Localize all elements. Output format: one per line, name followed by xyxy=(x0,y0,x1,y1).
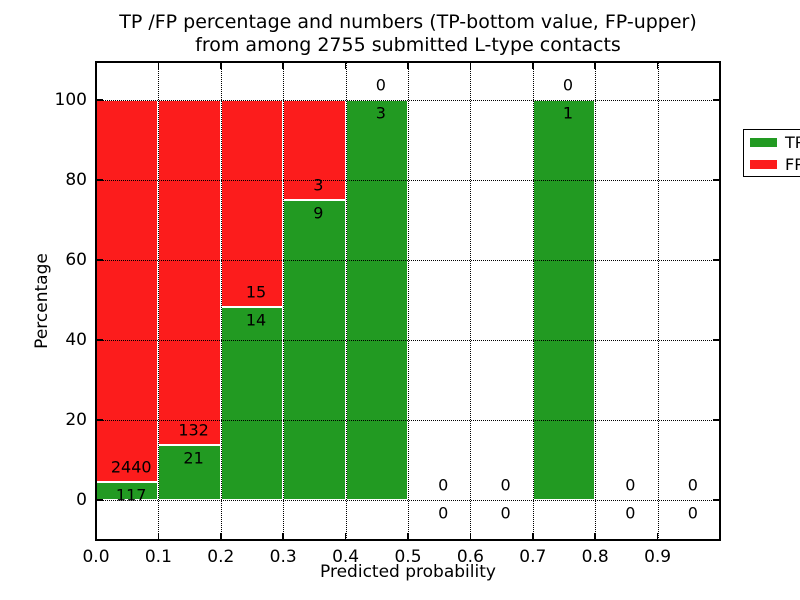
y-tick-mark xyxy=(713,99,720,101)
bar-tp-segment xyxy=(345,100,408,500)
x-tick-mark xyxy=(95,62,97,69)
chart-title-line1: TP /FP percentage and numbers (TP-bottom… xyxy=(119,11,697,33)
x-tick-label: 0.3 xyxy=(269,547,297,567)
fp-swatch-icon xyxy=(750,160,777,169)
y-tick-label: 60 xyxy=(65,250,87,270)
x-tick-mark xyxy=(282,62,284,69)
x-tick-label: 0.4 xyxy=(332,547,360,567)
x-tick-label: 0.9 xyxy=(644,547,672,567)
y-tick-mark xyxy=(713,339,720,341)
x-tick-mark xyxy=(656,62,659,69)
x-tick-mark xyxy=(407,533,409,540)
legend: TP FP xyxy=(743,129,800,177)
y-tick-label: 20 xyxy=(65,410,87,430)
tp-swatch-icon xyxy=(750,138,777,147)
x-tick-mark xyxy=(157,533,160,540)
tp-count-label: 0 xyxy=(687,503,698,523)
bar-tp-segment xyxy=(283,200,346,500)
gridline-v xyxy=(283,62,285,540)
legend-item-fp: FP xyxy=(750,155,800,174)
y-tick-mark xyxy=(96,499,103,501)
x-tick-mark xyxy=(407,62,409,69)
fp-count-label: 0 xyxy=(438,475,449,495)
x-tick-mark xyxy=(719,62,721,69)
tp-count-label: 1 xyxy=(562,103,574,123)
x-tick-mark xyxy=(594,533,596,540)
x-tick-mark xyxy=(532,62,534,69)
x-tick-mark xyxy=(220,533,222,540)
bar-tp-segment xyxy=(532,100,596,500)
x-tick-label: 0.8 xyxy=(581,547,609,567)
x-axis-label: Predicted probability xyxy=(320,562,496,582)
y-tick-mark xyxy=(96,419,103,421)
tp-count-label: 0 xyxy=(500,503,511,523)
x-tick-label: 0.5 xyxy=(394,547,422,567)
y-tick-label: 100 xyxy=(54,90,87,110)
legend-item-tp: TP xyxy=(750,133,800,152)
x-tick-mark xyxy=(282,533,284,540)
plot-area: TP FP 2440 117 132 21 15 14 3 9 0 3 0 0 0 0 0 1 0 0 0 0 xyxy=(95,61,800,541)
x-tick-mark xyxy=(532,533,534,540)
x-tick-mark xyxy=(157,62,160,69)
bar-tp-segment xyxy=(158,445,221,500)
gridline-v xyxy=(532,62,534,540)
fp-count-label: 0 xyxy=(562,75,574,95)
y-tick-mark xyxy=(713,419,720,421)
y-tick-mark xyxy=(96,179,103,181)
gridline-v xyxy=(220,62,222,540)
fp-count-label: 15 xyxy=(245,282,267,302)
fp-count-label: 0 xyxy=(687,475,698,495)
tp-count-label: 3 xyxy=(375,103,386,123)
gridline-v xyxy=(158,62,160,540)
x-tick-mark xyxy=(656,533,659,540)
chart-title-line2: from among 2755 submitted L-type contact… xyxy=(195,34,621,56)
bar-fp-segment xyxy=(96,100,159,482)
gridline-v xyxy=(657,62,659,540)
bar-tp-segment xyxy=(220,306,284,500)
y-tick-mark xyxy=(96,339,103,341)
x-tick-mark xyxy=(220,62,222,69)
y-tick-label: 0 xyxy=(76,490,87,510)
x-tick-mark xyxy=(594,62,596,69)
bar-fp-segment xyxy=(158,100,221,446)
fp-count-label: 0 xyxy=(625,475,636,495)
fp-count-label: 0 xyxy=(375,75,386,95)
tp-count-label: 0 xyxy=(438,503,449,523)
tp-count-label: 21 xyxy=(183,448,204,468)
fp-count-label: 0 xyxy=(500,475,511,495)
gridline-v xyxy=(345,62,347,540)
x-tick-label: 0.2 xyxy=(207,547,235,567)
fp-count-label: 3 xyxy=(313,175,324,195)
legend-label-fp: FP xyxy=(785,154,800,174)
y-tick-mark xyxy=(713,499,720,501)
gridline-v xyxy=(408,62,409,540)
y-tick-label: 80 xyxy=(65,170,87,190)
y-tick-mark xyxy=(713,179,720,181)
x-tick-label: 0.7 xyxy=(519,547,547,567)
y-tick-mark xyxy=(96,259,103,261)
bar-fp-segment xyxy=(220,100,284,307)
tp-count-label: 0 xyxy=(625,503,636,523)
gridline-v xyxy=(595,62,597,540)
tp-count-label: 117 xyxy=(115,485,147,505)
legend-label-tp: TP xyxy=(785,132,800,152)
fp-count-label: 2440 xyxy=(110,457,152,477)
tp-count-label: 9 xyxy=(313,203,324,223)
fp-count-label: 132 xyxy=(178,420,209,440)
tp-count-label: 14 xyxy=(245,310,267,330)
x-tick-mark xyxy=(95,533,97,540)
x-tick-label: 0.0 xyxy=(82,547,110,567)
y-tick-mark xyxy=(96,99,103,101)
gridline-v xyxy=(470,62,472,540)
x-tick-mark xyxy=(344,62,347,69)
x-tick-mark xyxy=(719,533,721,540)
y-tick-mark xyxy=(713,259,720,261)
x-tick-label: 0.1 xyxy=(144,547,172,567)
x-tick-mark xyxy=(469,62,472,69)
y-tick-label: 40 xyxy=(65,330,87,350)
x-tick-mark xyxy=(344,533,347,540)
x-tick-mark xyxy=(469,533,472,540)
x-tick-label: 0.6 xyxy=(456,547,484,567)
